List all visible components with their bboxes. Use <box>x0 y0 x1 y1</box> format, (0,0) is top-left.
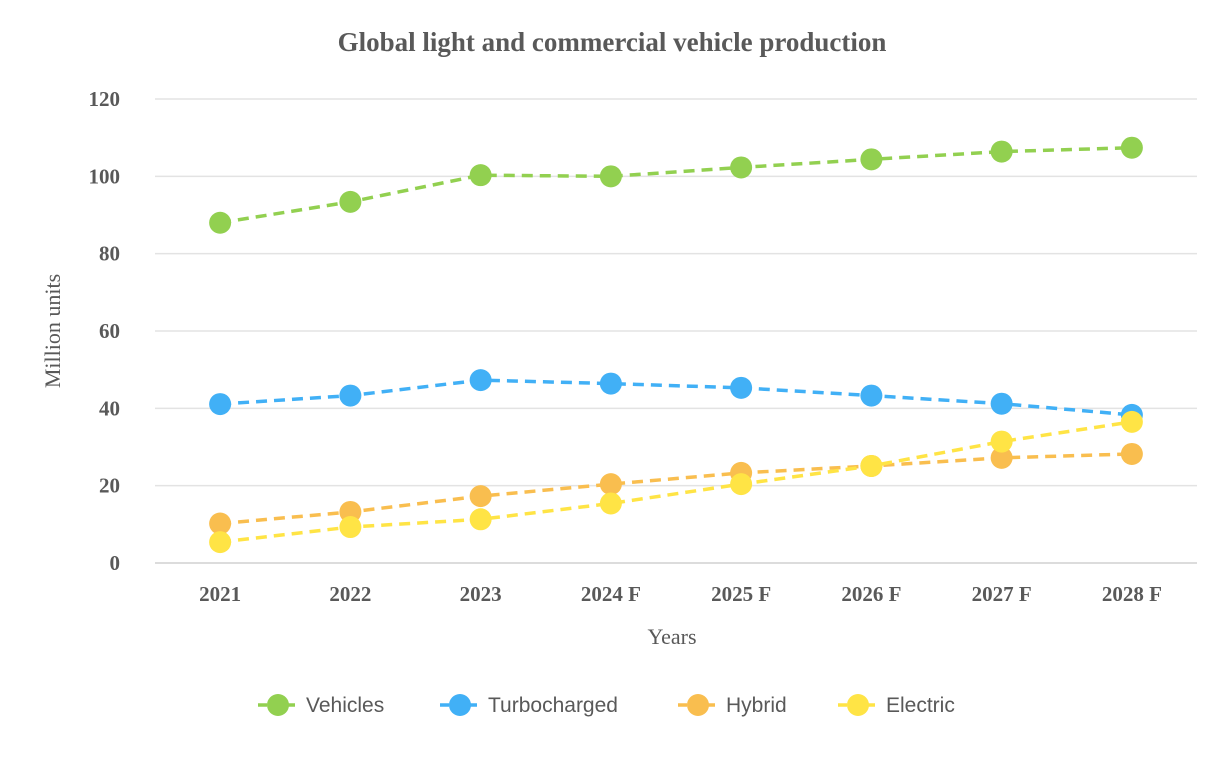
data-point <box>860 384 883 407</box>
y-tick-label: 40 <box>99 396 120 420</box>
gridlines <box>155 98 1197 564</box>
x-tick-label: 2024 F <box>581 582 641 606</box>
legend-marker <box>449 694 471 716</box>
legend-item: Hybrid <box>678 694 787 717</box>
data-point <box>730 376 753 399</box>
legend-label: Hybrid <box>726 694 787 717</box>
y-axis-label: Million units <box>40 274 65 388</box>
data-point <box>339 384 362 407</box>
data-point <box>209 512 232 535</box>
data-point <box>990 392 1013 415</box>
legend: Vehicles Turbocharged Hybrid Electric <box>258 694 955 717</box>
data-point <box>860 454 883 477</box>
data-point <box>860 148 883 171</box>
x-tick-label: 2026 F <box>841 582 901 606</box>
data-point <box>469 508 492 531</box>
y-tick-label: 80 <box>99 242 120 266</box>
series-turbocharged <box>209 369 1143 426</box>
data-point <box>469 369 492 392</box>
data-point <box>599 165 622 188</box>
legend-marker <box>847 694 869 716</box>
series-hybrid <box>209 442 1143 535</box>
data-point <box>209 393 232 416</box>
x-axis-label: Years <box>647 624 696 649</box>
series-vehicles <box>209 136 1143 234</box>
data-point <box>599 372 622 395</box>
data-point <box>599 473 622 496</box>
data-point <box>730 156 753 179</box>
x-tick-label: 2025 F <box>711 582 771 606</box>
data-point <box>990 430 1013 453</box>
series-line <box>219 452 1132 526</box>
y-axis-ticks: 0 20 40 60 80 100 120 <box>89 87 121 575</box>
series-line <box>219 145 1132 225</box>
y-tick-label: 100 <box>89 164 121 188</box>
data-point <box>339 516 362 539</box>
data-point <box>209 531 232 554</box>
data-point <box>990 446 1013 469</box>
x-tick-label: 2027 F <box>972 582 1032 606</box>
data-point <box>1120 410 1143 433</box>
y-tick-label: 60 <box>99 319 120 343</box>
chart-title: Global light and commercial vehicle prod… <box>338 27 887 57</box>
legend-item: Turbocharged <box>440 694 618 717</box>
legend-label: Electric <box>886 694 955 717</box>
data-point <box>209 211 232 234</box>
data-point <box>990 140 1013 163</box>
series-group <box>209 136 1143 554</box>
data-point <box>339 190 362 213</box>
x-tick-label: 2023 <box>460 582 502 606</box>
legend-item: Vehicles <box>258 694 384 717</box>
data-point <box>469 164 492 187</box>
legend-marker <box>267 694 289 716</box>
y-tick-label: 20 <box>99 474 120 498</box>
data-point <box>339 500 362 523</box>
x-tick-label: 2022 <box>329 582 371 606</box>
y-tick-label: 0 <box>110 551 121 575</box>
legend-label: Turbocharged <box>488 694 618 717</box>
data-point <box>1120 442 1143 465</box>
legend-label: Vehicles <box>306 694 384 717</box>
data-point <box>730 473 753 496</box>
x-tick-label: 2021 <box>199 582 241 606</box>
series-electric <box>209 410 1143 554</box>
x-tick-label: 2028 F <box>1102 582 1162 606</box>
data-point <box>1120 136 1143 159</box>
series-line <box>220 378 1133 417</box>
data-point <box>469 485 492 508</box>
data-point <box>599 492 622 515</box>
y-tick-label: 120 <box>89 87 121 111</box>
legend-marker <box>687 694 709 716</box>
series-line <box>219 420 1133 544</box>
x-axis-ticks: 2021 2022 2023 2024 F 2025 F 2026 F 2027 F 2028… <box>199 582 1162 606</box>
legend-item: Electric <box>838 694 955 717</box>
